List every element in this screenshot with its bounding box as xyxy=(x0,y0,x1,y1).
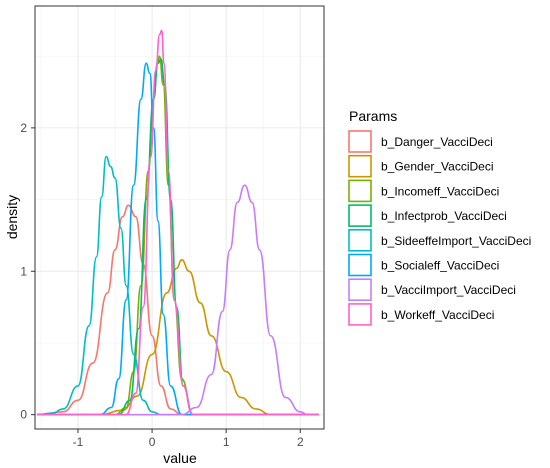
legend-item-b-danger-vaccideci: b_Danger_VacciDeci xyxy=(348,130,493,153)
legend-item-b-workeff-vaccideci: b_Workeff_VacciDeci xyxy=(348,303,494,326)
series-line-b-vacciimport-vaccideci xyxy=(37,184,319,416)
legend-label: b_SideeffeImport_VacciDeci xyxy=(381,234,531,248)
legend-label: b_Socialeff_VacciDeci xyxy=(381,259,499,273)
legend-item-b-socialeff-vaccideci: b_Socialeff_VacciDeci xyxy=(348,253,499,277)
legend-key xyxy=(348,130,372,153)
legend-label: b_Workeff_VacciDeci xyxy=(381,308,494,322)
y-tick-label: 0 xyxy=(20,408,27,422)
legend-label: b_Infectprob_VacciDeci xyxy=(381,209,507,223)
legend-label: b_Gender_VacciDeci xyxy=(381,160,494,174)
legend-key xyxy=(348,154,372,178)
legend-label: b_Incomeff_VacciDeci xyxy=(381,184,499,198)
series-line-b-socialeff-vaccideci xyxy=(37,62,319,416)
legend-key xyxy=(348,303,372,326)
legend-key xyxy=(348,278,372,302)
legend-key xyxy=(348,204,372,227)
series-line-b-sideeffeimport-vaccideci xyxy=(37,155,319,416)
legend-item-b-sideeffeimport-vaccideci: b_SideeffeImport_VacciDeci xyxy=(348,229,531,252)
legend-key xyxy=(348,229,372,252)
legend-item-b-infectprob-vaccideci: b_Infectprob_VacciDeci xyxy=(348,204,507,227)
y-tick-label: 2 xyxy=(20,121,27,135)
series-line-b-gender-vaccideci xyxy=(37,259,319,416)
density-series xyxy=(37,29,319,416)
x-axis-title: value xyxy=(163,450,197,466)
legend-label: b_VacciImport_VacciDeci xyxy=(381,283,516,297)
series-line-b-danger-vaccideci xyxy=(37,204,319,416)
legend-key xyxy=(348,253,372,277)
legend-item-b-vacciimport-vaccideci: b_VacciImport_VacciDeci xyxy=(348,278,516,302)
legend-label: b_Danger_VacciDeci xyxy=(381,135,493,149)
x-tick-label: -1 xyxy=(73,435,84,449)
legend-item-b-gender-vaccideci: b_Gender_VacciDeci xyxy=(348,154,494,178)
y-tick-label: 1 xyxy=(20,264,27,278)
legend: b_Danger_VacciDeci b_Gender_VacciDeci b_In… xyxy=(348,130,531,326)
y-axis-title: density xyxy=(4,195,20,239)
legend-key xyxy=(348,179,372,203)
x-tick-label: 1 xyxy=(223,435,230,449)
legend-item-b-incomeff-vaccideci: b_Incomeff_VacciDeci xyxy=(348,179,499,203)
grid-lines xyxy=(35,6,324,429)
x-tick-label: 2 xyxy=(297,435,304,449)
axes: -1 0 1 2 0 1 2 xyxy=(20,5,325,449)
x-tick-label: 0 xyxy=(149,435,156,449)
series-line-b-workeff-vaccideci xyxy=(37,29,319,416)
panel-border xyxy=(34,5,325,430)
legend-title: Params xyxy=(349,108,397,124)
